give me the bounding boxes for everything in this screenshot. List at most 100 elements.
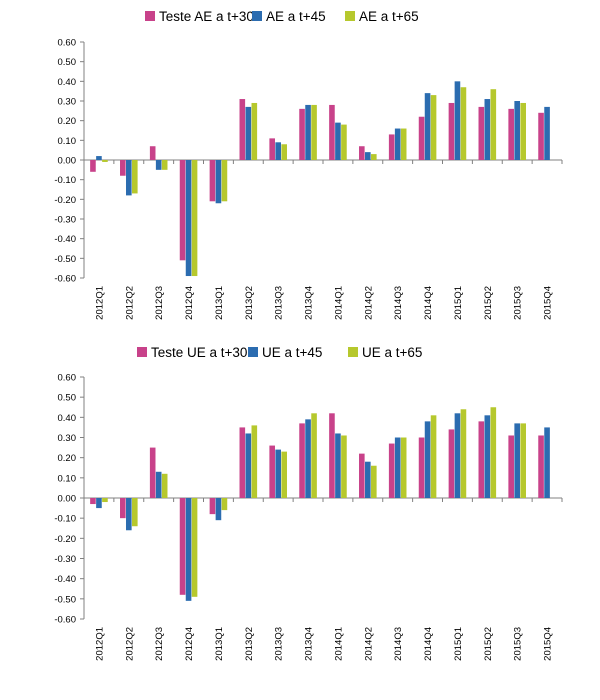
bar xyxy=(275,142,281,160)
bar xyxy=(448,102,455,160)
legend-swatch-3 xyxy=(348,347,358,357)
y-tick-label: -0.10 xyxy=(54,175,76,186)
x-tick-label: 2014Q2 xyxy=(363,286,374,320)
bar xyxy=(394,128,401,160)
bar xyxy=(120,498,126,519)
x-tick-label: 2013Q4 xyxy=(304,627,315,661)
bar xyxy=(185,498,192,601)
bar xyxy=(490,407,497,498)
bar xyxy=(299,423,305,498)
y-tick-label: 0.30 xyxy=(58,433,77,444)
bar xyxy=(179,498,186,595)
bar xyxy=(239,99,246,160)
y-tick-label: -0.20 xyxy=(54,534,76,545)
bar xyxy=(365,461,371,498)
bar xyxy=(484,415,491,498)
bar xyxy=(305,104,311,160)
bar xyxy=(126,160,132,196)
bar xyxy=(179,160,186,261)
bar xyxy=(454,413,461,498)
bar xyxy=(424,93,431,160)
x-tick-label: 2013Q1 xyxy=(214,627,225,661)
y-tick-label: 0.20 xyxy=(58,116,77,127)
bar xyxy=(221,160,228,202)
bar xyxy=(209,498,216,515)
bar xyxy=(221,498,228,511)
bar xyxy=(275,449,281,498)
x-tick-label: 2015Q3 xyxy=(513,627,524,661)
bar xyxy=(149,146,156,160)
bar xyxy=(520,102,526,160)
bar xyxy=(305,419,311,498)
x-tick-label: 2014Q1 xyxy=(333,286,344,320)
legend-label-1: Teste UE a t+30 xyxy=(151,345,247,360)
bar xyxy=(430,95,437,160)
y-tick-label: 0.00 xyxy=(58,156,77,167)
bar xyxy=(245,106,252,160)
x-tick-label: 2012Q4 xyxy=(184,286,195,320)
bar xyxy=(454,81,461,160)
bar xyxy=(299,108,305,160)
bar xyxy=(215,160,222,204)
x-tick-label: 2014Q3 xyxy=(393,286,404,320)
bar xyxy=(371,154,377,160)
x-tick-label: 2015Q1 xyxy=(453,286,464,320)
y-tick-label: -0.30 xyxy=(54,554,76,565)
bar xyxy=(185,160,192,277)
bar xyxy=(424,421,431,498)
y-tick-label: 0.50 xyxy=(58,393,77,404)
bar xyxy=(418,116,425,160)
bar xyxy=(209,160,216,202)
bar xyxy=(478,106,485,160)
x-tick-label: 2015Q3 xyxy=(513,286,524,320)
bar xyxy=(520,423,526,498)
bar xyxy=(245,433,252,498)
bar xyxy=(132,160,138,194)
legend-label-3: AE a t+65 xyxy=(359,9,419,24)
bar xyxy=(490,89,497,160)
y-tick-label: 0.10 xyxy=(58,136,77,147)
bar xyxy=(281,144,287,160)
bar xyxy=(430,415,437,498)
bar xyxy=(418,437,425,498)
legend-swatch-3 xyxy=(345,11,355,21)
bar xyxy=(329,104,335,160)
y-tick-label: 0.10 xyxy=(58,473,77,484)
bar xyxy=(478,421,485,498)
legend: Teste UE a t+30 UE a t+45 UE a t+65 xyxy=(137,345,422,360)
bar xyxy=(400,437,407,498)
y-tick-label: 0.50 xyxy=(58,57,77,68)
bar xyxy=(508,108,514,160)
x-tick-label: 2012Q3 xyxy=(154,627,165,661)
bar xyxy=(335,433,341,498)
legend: Teste AE a t+30 AE a t+45 AE a t+65 xyxy=(145,9,419,24)
y-tick-label: 0.40 xyxy=(58,77,77,88)
x-tick-label: 2015Q2 xyxy=(483,286,494,320)
bar xyxy=(544,427,550,498)
legend-label-2: UE a t+45 xyxy=(262,345,322,360)
legend-label-2: AE a t+45 xyxy=(266,9,326,24)
bar xyxy=(484,99,491,160)
bar xyxy=(90,498,96,505)
bar xyxy=(161,473,168,498)
bar xyxy=(281,451,287,498)
y-tick-label: -0.10 xyxy=(54,514,76,525)
bar xyxy=(448,429,455,498)
bar xyxy=(341,435,347,498)
y-tick-label: -0.50 xyxy=(54,254,76,265)
bar xyxy=(329,413,335,498)
y-tick-label: -0.60 xyxy=(54,274,76,285)
bar xyxy=(239,427,246,498)
x-tick-label: 2013Q1 xyxy=(214,286,225,320)
bar xyxy=(102,498,108,503)
bar xyxy=(96,156,102,160)
x-tick-label: 2015Q1 xyxy=(453,627,464,661)
bar xyxy=(388,443,395,498)
legend-swatch-2 xyxy=(252,11,262,21)
bar xyxy=(359,453,365,498)
x-tick-label: 2014Q4 xyxy=(423,286,434,320)
y-tick-label: -0.40 xyxy=(54,574,76,585)
bar xyxy=(102,160,108,162)
bar xyxy=(341,124,347,160)
bar xyxy=(388,134,395,160)
